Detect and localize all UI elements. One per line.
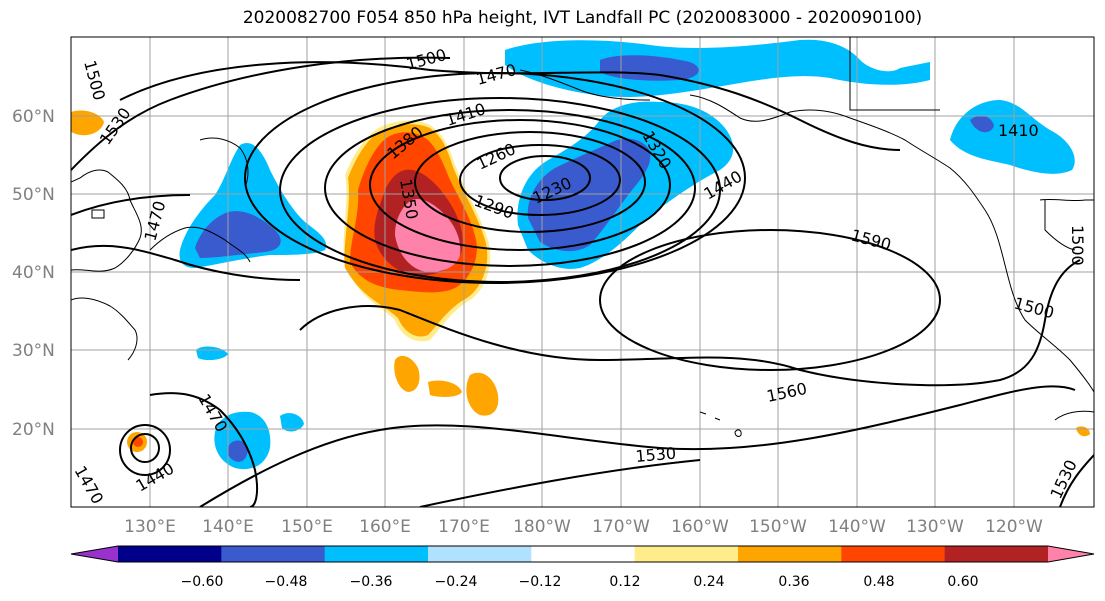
height-contours [71, 56, 1094, 507]
colorbar-outline [70, 545, 1095, 563]
contour-label: 1560 [765, 379, 809, 406]
colorbar-tick: 0.48 [863, 574, 894, 590]
map-title: 2020082700 F054 850 hPa height, IVT Land… [242, 8, 923, 28]
negative-blob-1-core [227, 440, 248, 462]
graticule [71, 37, 1094, 507]
lon-label: 160°E [359, 517, 411, 537]
lon-label: 180°W [513, 517, 571, 537]
positive-blob-5-core [133, 437, 143, 447]
lat-label: 20°N [12, 420, 55, 440]
colorbar-extend-max [1048, 546, 1094, 562]
lat-label: 50°N [12, 185, 55, 205]
colorbar-tick: 0.60 [947, 574, 978, 590]
positive-blob-2 [428, 380, 462, 397]
colorbar-tick: −0.24 [435, 574, 478, 590]
lon-label: 170°E [438, 517, 490, 537]
contour-label: 1260 [474, 139, 519, 173]
colorbar-segment [118, 546, 222, 562]
colorbar-segment [841, 546, 946, 562]
lon-label: 140°E [202, 517, 254, 537]
contour-label: 1530 [635, 444, 677, 466]
lon-label: 150°W [749, 517, 807, 537]
contour-label: 1500 [80, 58, 109, 102]
negative-anomaly-northeast-core [970, 115, 994, 133]
lon-label: 160°W [671, 517, 729, 537]
contour-label: 1470 [474, 60, 518, 89]
colorbar-extend-min [71, 546, 118, 562]
colorbar-tick: −0.60 [181, 574, 224, 590]
lat-label: 60°N [12, 107, 55, 127]
colorbar: −0.60 −0.48 −0.36 −0.24 −0.12 0.12 0.24 … [70, 545, 1095, 590]
contour-label: 1470 [141, 199, 170, 243]
contour-label: 1500 [1068, 225, 1087, 266]
colorbar-segment [221, 546, 326, 562]
colorbar-segment [428, 546, 532, 562]
lon-label: 170°W [592, 517, 650, 537]
positive-blob-1 [394, 355, 420, 392]
negative-anomaly-japan-core [195, 211, 281, 258]
lon-label: 130°E [124, 517, 176, 537]
colorbar-tick: −0.12 [519, 574, 562, 590]
lat-label: 40°N [12, 263, 55, 283]
colorbar-tick: 0.24 [693, 574, 724, 590]
contour-label: 1440 [133, 459, 178, 496]
latitude-labels: 60°N 50°N 40°N 30°N 20°N [12, 107, 55, 440]
positive-blob-6 [1076, 426, 1090, 437]
colorbar-tick: −0.36 [350, 574, 393, 590]
contour-label: 1410 [998, 121, 1039, 140]
lon-label: 150°E [281, 517, 333, 537]
coastlines [71, 37, 1094, 437]
lon-label: 140°W [828, 517, 886, 537]
lon-label: 120°W [985, 517, 1043, 537]
colorbar-segments [70, 545, 1095, 563]
positive-blob-3 [466, 372, 499, 416]
colorbar-segment [531, 546, 636, 562]
contour-label: 1590 [849, 226, 893, 255]
negative-blob-3 [280, 413, 304, 432]
colorbar-segment [634, 546, 739, 562]
colorbar-ticks: −0.60 −0.48 −0.36 −0.24 −0.12 0.12 0.24 … [181, 574, 979, 590]
lat-label: 30°N [12, 341, 55, 361]
colorbar-tick: 0.12 [609, 574, 640, 590]
map-frame [70, 36, 1095, 508]
contour-label: 1530 [1046, 457, 1080, 502]
negative-anomaly-north [505, 39, 930, 98]
colorbar-segment [944, 546, 1049, 562]
negative-anomaly-mid [527, 138, 651, 252]
lon-label: 130°W [906, 517, 964, 537]
positive-blob-4 [71, 110, 104, 136]
colorbar-segment [738, 546, 842, 562]
negative-blob-2 [196, 346, 228, 361]
colorbar-tick: −0.48 [265, 574, 308, 590]
colorbar-segment [324, 546, 429, 562]
longitude-labels: 130°E 140°E 150°E 160°E 170°E 180°W 170°… [124, 517, 1043, 537]
negative-anomaly-north-core [600, 55, 699, 81]
colorbar-tick: 0.36 [778, 574, 809, 590]
contour-label: 1470 [71, 463, 108, 508]
